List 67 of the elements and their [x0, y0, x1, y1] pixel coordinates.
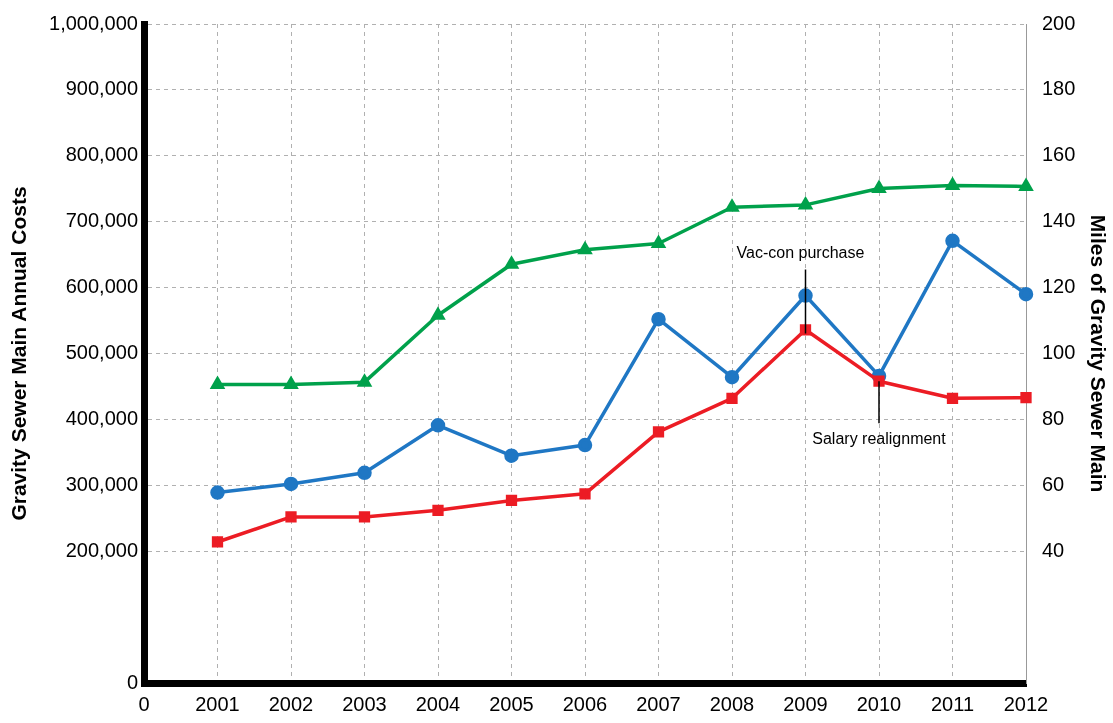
point — [1019, 179, 1033, 191]
point — [1018, 286, 1034, 302]
point — [285, 511, 297, 523]
point — [798, 197, 813, 210]
x-tick-label: 2010 — [856, 692, 902, 715]
y2-tick-label: 80 — [1042, 406, 1065, 429]
annotation: Vac-con purchase — [736, 243, 865, 261]
y2-tick-label: 200 — [1042, 11, 1076, 34]
y-tick-label: 900,000 — [65, 77, 138, 100]
x-tick-label: 2012 — [1003, 692, 1049, 715]
x-tick-label: 2004 — [415, 692, 461, 715]
point — [945, 233, 960, 249]
point — [579, 488, 591, 500]
x-tick-label: 2001 — [195, 692, 240, 715]
y-tick-label: 1,000,000 — [49, 11, 138, 34]
point — [358, 511, 371, 523]
x-tick-label: 2003 — [342, 692, 387, 715]
y2-tick-label: 40 — [1042, 538, 1065, 561]
y2-axis-title: Miles of Gravity Sewer Main — [1086, 214, 1110, 493]
point — [430, 418, 446, 433]
point — [651, 311, 666, 327]
y-tick-label: 600,000 — [65, 275, 138, 298]
point — [872, 181, 886, 193]
y-tick-label: 700,000 — [65, 209, 138, 232]
y2-tick-label: 60 — [1042, 472, 1065, 495]
point — [577, 437, 593, 453]
y2-tick-label: 140 — [1042, 209, 1076, 232]
point — [211, 536, 224, 548]
point — [1020, 392, 1032, 404]
point — [283, 476, 299, 492]
point — [578, 242, 592, 255]
y-tick-label: 200,000 — [65, 538, 138, 561]
x-tick-label: 2006 — [562, 692, 608, 715]
point — [726, 392, 738, 404]
y-tick-label: 500,000 — [65, 341, 138, 364]
y2-tick-label: 160 — [1042, 143, 1076, 166]
point — [504, 448, 519, 463]
point — [431, 308, 445, 320]
point — [210, 485, 225, 500]
point — [724, 369, 740, 385]
point — [652, 426, 665, 438]
x-tick-label: 2002 — [268, 692, 314, 715]
point — [357, 465, 372, 481]
x-tick-label: 2008 — [709, 692, 755, 715]
y2-tick-label: 100 — [1042, 341, 1076, 364]
point — [651, 236, 666, 248]
point — [505, 494, 518, 507]
x-tick-label: 2011 — [930, 692, 975, 715]
y-tick-label: 0 — [126, 670, 138, 693]
y2-tick-label: 180 — [1042, 77, 1076, 100]
y-tick-label: 800,000 — [65, 143, 138, 166]
point — [432, 504, 444, 516]
point — [504, 256, 519, 269]
y2-tick-label: 120 — [1042, 275, 1076, 298]
y-axis-title: Gravity Sewer Main Annual Costs — [7, 186, 31, 521]
x-tick-label: 2009 — [783, 692, 828, 715]
point — [210, 377, 225, 389]
annotation: Salary realignment — [812, 429, 947, 447]
x-tick-label: 2005 — [489, 692, 534, 715]
point — [284, 377, 298, 389]
y-tick-label: 400,000 — [65, 406, 138, 429]
x-tick-label: 2007 — [636, 692, 681, 715]
point — [725, 199, 739, 212]
point — [946, 392, 959, 404]
point — [357, 374, 372, 387]
y-tick-label: 300,000 — [65, 472, 138, 495]
point — [945, 178, 960, 190]
